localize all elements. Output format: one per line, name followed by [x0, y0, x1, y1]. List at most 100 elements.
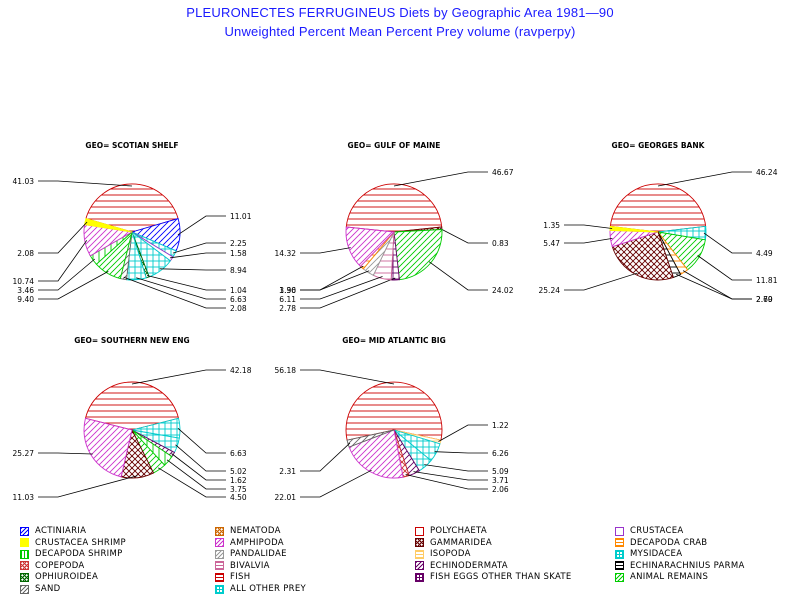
legend-label: COPEPODA [35, 560, 85, 571]
slice-value-label: 5.02 [230, 467, 247, 476]
slice-value-label: 11.01 [230, 212, 252, 221]
pie-label: GEO= MID ATLANTIC BIG [342, 336, 446, 345]
pie-label: GEO= GULF OF MAINE [348, 141, 441, 150]
leader-line [300, 442, 351, 472]
legend-item-decapoda-crab: DECAPODA CRAB [615, 537, 707, 549]
legend-item-fish: FISH [215, 571, 250, 583]
slice-value-label: 1.35 [543, 221, 560, 230]
legend-swatch [215, 584, 224, 594]
legend-item-polychaeta: POLYCHAETA [415, 525, 487, 537]
legend-item-mysidacea: MYSIDACEA [615, 548, 682, 560]
slice-value-label: 6.63 [230, 295, 247, 304]
slice-value-label: 6.63 [230, 449, 247, 458]
pie-label: GEO= GEORGES BANK [612, 141, 706, 150]
leader-line [177, 215, 226, 236]
slice-value-label: 41.03 [13, 177, 35, 186]
legend-label: MYSIDACEA [630, 549, 683, 560]
leader-line [428, 261, 488, 291]
slice-value-label: 24.02 [492, 286, 514, 295]
leader-line [159, 268, 226, 271]
legend-label: AMPHIPODA [230, 537, 284, 548]
legend-label: BIVALVIA [230, 560, 270, 571]
legend-label: ISOPODA [430, 549, 471, 560]
legend-swatch [20, 549, 29, 559]
leader-line [172, 242, 226, 254]
legend-swatch [415, 572, 424, 582]
legend-item-crustacea: CRUSTACEA [615, 525, 683, 537]
pie-slice-fish [345, 381, 443, 441]
slice-value-label: 25.27 [13, 449, 35, 458]
pie-label: GEO= SCOTIAN SHELF [85, 141, 178, 150]
slice-value-label: 46.67 [492, 168, 514, 177]
slice-value-label: 5.47 [543, 239, 560, 248]
leader-line [170, 252, 226, 259]
leader-line [393, 171, 488, 187]
legend-label: SAND [35, 584, 61, 594]
legend-swatch [615, 549, 624, 559]
slice-value-label: 1.30 [279, 286, 296, 295]
leader-line [38, 258, 96, 291]
leader-line [439, 228, 488, 244]
legend-item-gammaridea: GAMMARIDEA [415, 537, 492, 549]
legend-item-all-other-prey: ALL OTHER PREY [215, 583, 306, 595]
legend-label: ACTINIARIA [35, 526, 87, 536]
legend-swatch [20, 572, 29, 582]
leader-line [300, 369, 395, 385]
leader-line [146, 275, 226, 291]
legend-label: DECAPODA CRAB [630, 537, 708, 548]
slice-value-label: 2.31 [279, 467, 296, 476]
slice-value-label: 0.83 [492, 239, 509, 248]
leader-line [564, 238, 613, 244]
legend-item-sand: SAND [20, 583, 60, 595]
leader-line [157, 467, 226, 498]
legend-label: ANIMAL REMAINS [630, 572, 709, 583]
legend-swatch [415, 538, 424, 548]
leader-line [300, 265, 364, 291]
pie-slice-gammaridea [611, 231, 674, 281]
leader-line [657, 171, 752, 187]
leader-line [697, 255, 752, 281]
leader-line [136, 277, 226, 300]
slice-value-label: 6.11 [279, 295, 296, 304]
legend-item-pandalidae: PANDALIDAE [215, 548, 287, 560]
legend-item-crustacea-shrimp: CRUSTACEA SHRIMP [20, 537, 126, 549]
legend-label: POLYCHAETA [430, 526, 488, 536]
legend-item-copepoda: COPEPODA [20, 560, 85, 572]
legend-label: FISH [230, 572, 251, 583]
leader-line [177, 428, 226, 454]
legend-swatch [20, 561, 29, 571]
slice-value-label: 3.96 [279, 286, 296, 295]
pie-geo-mid-atlantic-big: GEO= MID ATLANTIC BIG 56.18 1.22 6.26 5.093.… [275, 336, 509, 502]
chart-title: PLEURONECTES FERRUGINEUS Diets by Geogra… [186, 5, 614, 20]
legend-swatch [20, 584, 29, 594]
leader-line [171, 453, 226, 481]
legend-swatch [415, 526, 424, 536]
slice-value-label: 2.06 [492, 485, 509, 494]
slice-value-label: 5.09 [492, 467, 509, 476]
legend-swatch [615, 572, 624, 582]
leader-line [413, 471, 488, 481]
leader-line [300, 277, 396, 309]
slice-value-label: 22.01 [275, 493, 297, 502]
legend-item-animal-remains: ANIMAL REMAINS [615, 571, 708, 583]
slice-value-label: 56.18 [275, 366, 297, 375]
leader-line [166, 459, 226, 490]
legend-item-decapoda-shrimp: DECAPODA SHRIMP [20, 548, 123, 560]
pie-slice-fish [609, 183, 707, 233]
slice-value-label: 4.49 [756, 249, 773, 258]
leader-line [38, 452, 93, 455]
slice-value-label: 4.50 [230, 493, 247, 502]
leader-line [405, 474, 488, 490]
chart-subtitle: Unweighted Percent Mean Percent Prey vol… [224, 24, 576, 39]
slice-value-label: 2.78 [279, 304, 296, 313]
leader-line [175, 444, 226, 472]
slice-value-label: 1.62 [230, 476, 247, 485]
legend-item-bivalvia: BIVALVIA [215, 560, 270, 572]
legend-label: FISH EGGS OTHER THAN SKATE [430, 572, 572, 583]
leader-line [123, 276, 226, 309]
legend-swatch [20, 538, 29, 548]
slice-value-label: 2.08 [230, 304, 247, 313]
slice-value-label: 6.26 [492, 449, 509, 458]
